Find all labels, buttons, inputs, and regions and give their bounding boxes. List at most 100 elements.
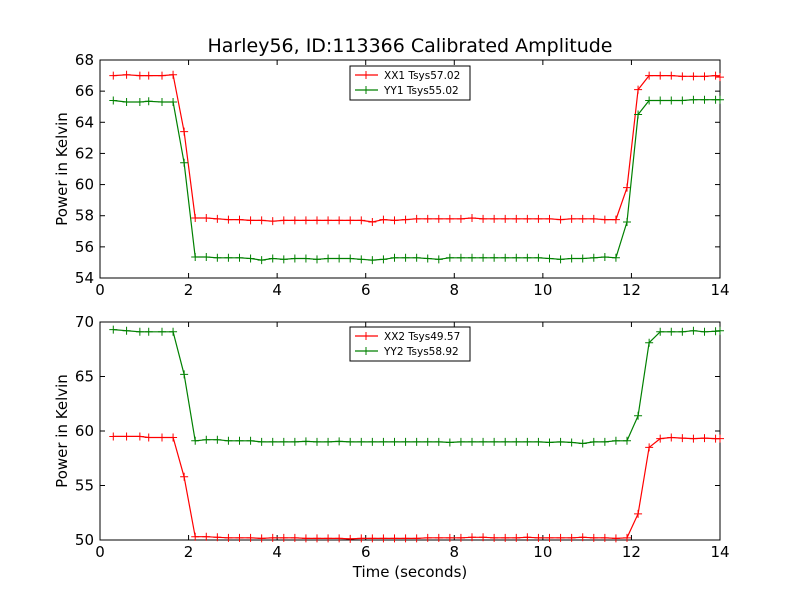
data-point: [667, 433, 676, 442]
data-point: [445, 214, 454, 223]
data-point: [479, 214, 488, 223]
data-point: [379, 534, 388, 543]
data-point: [716, 434, 724, 443]
data-point: [313, 216, 321, 225]
data-point: [335, 534, 344, 543]
y-tick-label: 70: [75, 313, 94, 331]
data-point: [468, 437, 476, 446]
data-point: [468, 214, 476, 223]
data-point: [279, 216, 288, 225]
legend-marker: [362, 332, 370, 340]
y-tick-label: 54: [75, 269, 94, 287]
data-point: [224, 215, 233, 224]
data-point: [645, 338, 654, 347]
data-point: [401, 253, 410, 262]
data-point: [523, 437, 532, 446]
data-point: [512, 253, 521, 262]
data-point: [180, 370, 189, 379]
data-point: [689, 95, 698, 104]
data-point: [301, 534, 310, 543]
legend-label: YY1 Tsys55.02: [383, 85, 459, 97]
data-point: [634, 110, 643, 119]
data-point: [716, 326, 724, 335]
x-tick-label: 2: [184, 543, 194, 561]
data-point: [412, 534, 421, 543]
data-point: [468, 533, 476, 542]
x-tick-label: 8: [450, 543, 460, 561]
data-point: [578, 439, 587, 448]
data-point: [368, 256, 377, 265]
data-point: [144, 327, 153, 336]
data-point: [290, 437, 299, 446]
y-tick-label: 65: [75, 368, 94, 386]
x-tick-label: 10: [533, 281, 552, 299]
data-point: [257, 256, 266, 265]
data-point: [534, 253, 543, 262]
x-tick-label: 10: [533, 543, 552, 561]
y-axis-label: Power in Kelvin: [53, 112, 71, 226]
data-point: [169, 433, 178, 442]
data-point: [656, 327, 665, 336]
data-point: [144, 71, 153, 80]
legend-marker: [362, 86, 370, 94]
y-tick-label: 58: [75, 207, 94, 225]
data-point: [523, 253, 532, 262]
data-point: [667, 96, 676, 105]
data-point: [313, 255, 321, 264]
data-point: [490, 214, 499, 223]
data-point: [301, 216, 310, 225]
x-tick-label: 8: [450, 281, 460, 299]
y-tick-label: 55: [75, 477, 94, 495]
data-point: [611, 436, 620, 445]
data-point: [313, 534, 321, 543]
data-point: [301, 437, 310, 446]
data-point: [501, 214, 510, 223]
data-point: [501, 533, 510, 542]
data-point: [634, 85, 643, 94]
data-point: [357, 216, 366, 225]
x-tick-label: 6: [361, 543, 371, 561]
x-tick-label: 14: [710, 543, 729, 561]
x-tick-label: 12: [622, 543, 641, 561]
data-point: [600, 252, 609, 261]
data-point: [169, 98, 178, 107]
bottom-chart-panel: 0 2 4 6 8 10 12 14 50 55 60 65 70 Power in Kelvin Time…: [53, 313, 730, 581]
data-point: [623, 436, 631, 445]
data-point: [567, 214, 576, 223]
data-point: [700, 434, 709, 443]
data-point: [122, 432, 131, 441]
data-point: [224, 436, 233, 445]
data-point: [423, 254, 432, 263]
data-point: [368, 437, 377, 446]
data-point: [122, 326, 131, 335]
data-point: [144, 433, 153, 442]
data-point: [109, 432, 118, 441]
data-point: [335, 254, 344, 263]
data-point: [346, 254, 355, 263]
data-point: [313, 437, 321, 446]
data-point: [645, 443, 654, 452]
data-point: [246, 436, 255, 445]
data-point: [213, 533, 222, 542]
data-point: [611, 215, 620, 224]
data-point: [158, 71, 166, 80]
data-point: [678, 434, 687, 443]
data-point: [678, 72, 687, 81]
data-point: [490, 253, 499, 262]
data-point: [268, 254, 277, 263]
data-point: [667, 71, 676, 80]
data-point: [589, 533, 598, 542]
x-tick-label: 14: [710, 281, 729, 299]
data-point: [412, 214, 421, 223]
data-point: [213, 253, 222, 262]
data-point: [368, 534, 377, 543]
data-point: [501, 437, 510, 446]
data-point: [257, 534, 266, 543]
y-tick-label: 60: [75, 422, 94, 440]
data-point: [412, 437, 421, 446]
data-point: [445, 533, 454, 542]
data-point: [202, 435, 211, 444]
data-point: [379, 255, 388, 264]
data-point: [716, 73, 724, 82]
data-point: [268, 217, 277, 226]
